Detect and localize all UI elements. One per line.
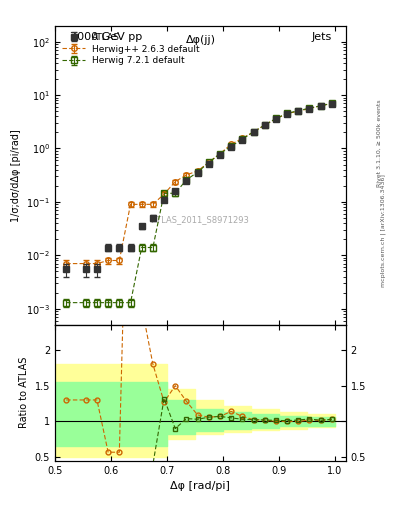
Text: mcplots.cern.ch | [arXiv:1306.3436]: mcplots.cern.ch | [arXiv:1306.3436] — [380, 174, 386, 287]
Text: 7000 GeV pp: 7000 GeV pp — [70, 32, 142, 41]
Text: Δφ(jj): Δφ(jj) — [185, 35, 215, 45]
Y-axis label: Ratio to ATLAS: Ratio to ATLAS — [19, 357, 29, 429]
Text: Jets: Jets — [311, 32, 331, 41]
Text: Rivet 3.1.10, ≥ 500k events: Rivet 3.1.10, ≥ 500k events — [377, 99, 382, 187]
Text: ATLAS_2011_S8971293: ATLAS_2011_S8971293 — [151, 216, 250, 225]
X-axis label: Δφ [rad/pi]: Δφ [rad/pi] — [171, 481, 230, 491]
Y-axis label: 1/σ;dσ/dΔφ [pi/rad]: 1/σ;dσ/dΔφ [pi/rad] — [11, 129, 20, 222]
Legend: ATLAS, Herwig++ 2.6.3 default, Herwig 7.2.1 default: ATLAS, Herwig++ 2.6.3 default, Herwig 7.… — [59, 30, 202, 68]
